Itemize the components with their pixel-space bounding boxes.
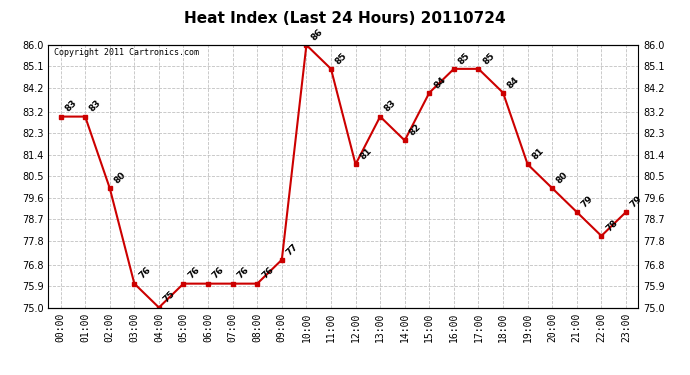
Text: 81: 81: [531, 146, 546, 162]
Text: Copyright 2011 Cartronics.com: Copyright 2011 Cartronics.com: [55, 48, 199, 57]
Text: 80: 80: [112, 170, 128, 185]
Text: 78: 78: [604, 218, 620, 233]
Text: 83: 83: [88, 99, 103, 114]
Text: 77: 77: [284, 242, 300, 257]
Text: 76: 76: [186, 266, 201, 281]
Text: 79: 79: [580, 194, 595, 209]
Text: 76: 76: [260, 266, 275, 281]
Text: 76: 76: [235, 266, 250, 281]
Text: 76: 76: [211, 266, 226, 281]
Text: Heat Index (Last 24 Hours) 20110724: Heat Index (Last 24 Hours) 20110724: [184, 11, 506, 26]
Text: 76: 76: [137, 266, 152, 281]
Text: 85: 85: [481, 51, 496, 66]
Text: 81: 81: [358, 146, 373, 162]
Text: 82: 82: [408, 123, 423, 138]
Text: 85: 85: [457, 51, 472, 66]
Text: 83: 83: [383, 99, 398, 114]
Text: 84: 84: [506, 75, 521, 90]
Text: 85: 85: [334, 51, 349, 66]
Text: 79: 79: [629, 194, 644, 209]
Text: 84: 84: [432, 75, 447, 90]
Text: 80: 80: [555, 170, 570, 185]
Text: 86: 86: [309, 27, 324, 42]
Text: 83: 83: [63, 99, 79, 114]
Text: 75: 75: [161, 290, 177, 305]
